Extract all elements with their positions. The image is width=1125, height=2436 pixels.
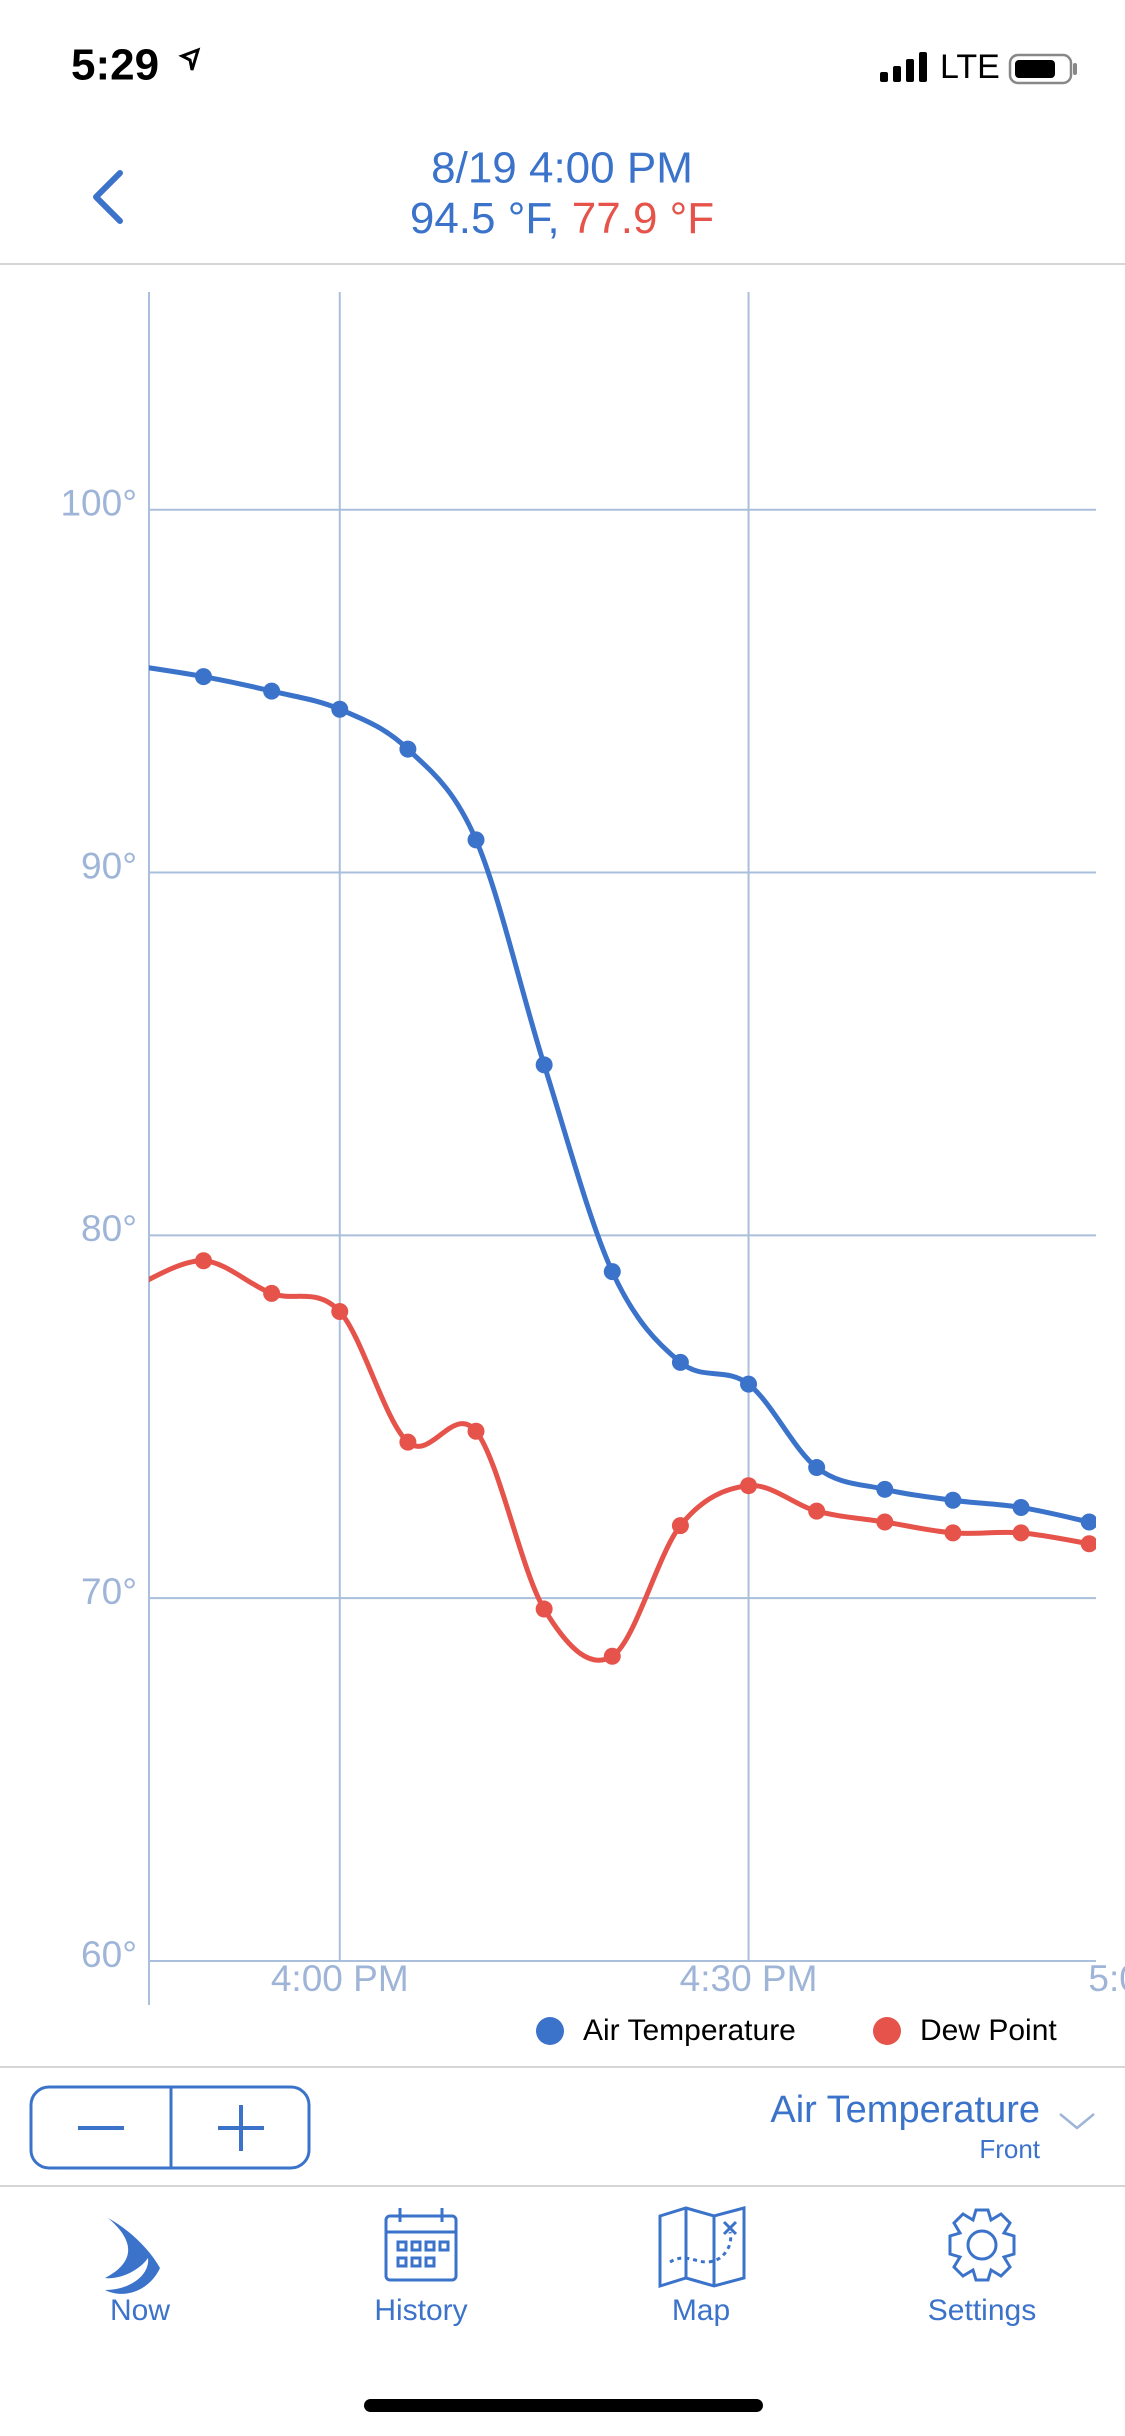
map-icon[interactable] [658,2206,746,2289]
tab-label[interactable]: History [374,2294,467,2327]
location-icon [178,47,201,71]
series-line [149,1258,1090,1663]
data-point [944,1491,962,1509]
data-point [399,1433,417,1451]
x-tick-label: 5:00 PM [1088,1958,1125,1999]
grid: 60° 70° 80° 90° 100° 4:00 PM 4:30 PM 5:00 PM [60,292,1125,1999]
y-tick-label: 80° [81,1208,137,1249]
data-point [1012,1524,1030,1542]
settings-icon[interactable] [948,2208,1016,2282]
data-point [127,657,144,674]
data-point [944,1524,962,1542]
metric-selector[interactable]: Air Temperature [770,2089,1040,2131]
data-point [263,682,281,700]
data-point [740,1477,758,1495]
data-point [331,1303,349,1321]
dew-value: 77.9 °F [572,194,714,243]
tab-bar: Now History Map Settings [110,2294,1036,2327]
data-point [671,1517,689,1535]
data-point [535,1600,553,1618]
legend: Air Temperature Dew Point [536,2014,1057,2047]
y-tick-label: 60° [81,1934,137,1975]
battery [1008,53,1073,85]
history-icon[interactable] [384,2208,458,2282]
tab-label[interactable]: Settings [928,2294,1036,2327]
data-point [671,1353,689,1371]
data-point [399,740,417,758]
dropdown-chevron[interactable] [1059,2113,1095,2130]
data-point [808,1502,826,1520]
signal-icon [880,52,927,82]
data-point [331,700,349,718]
zoom-in-button[interactable] [218,2105,264,2151]
y-tick-label: 70° [81,1571,137,1612]
battery-cap [1073,63,1077,75]
battery-level [1015,60,1055,78]
data-point [195,1252,213,1270]
legend-label: Dew Point [920,2014,1057,2047]
data-point [535,1056,553,1074]
data-point [1012,1498,1030,1516]
network: LTE [940,48,1000,86]
tab-label[interactable]: Map [672,2294,730,2327]
data-point [603,1263,621,1281]
data-point [263,1284,281,1302]
legend-label: Air Temperature [583,2014,796,2047]
separator: , [547,194,571,243]
data-point [876,1480,894,1498]
y-tick-label: 100° [60,482,137,523]
legend-swatch [536,2017,564,2045]
data-point [740,1375,758,1393]
home-indicator [364,2399,763,2412]
data-point [195,668,213,686]
data-point [127,1278,144,1295]
data-point [808,1459,826,1477]
data-point [603,1647,621,1665]
data-point [467,1422,485,1440]
data-point [876,1513,894,1531]
data-point [1080,1535,1096,1553]
x-tick-label: 4:30 PM [680,1958,818,1999]
header-time: 8/19 4:00 PM [431,144,693,193]
back-button[interactable] [93,170,123,224]
legend-swatch [873,2017,901,2045]
air-value: 94.5 °F [410,194,551,243]
header-values: 94.5 °F, 77.9 °F [410,194,714,243]
tab-label[interactable]: Now [110,2294,170,2327]
series-line [149,665,1090,1525]
plot [127,657,1096,1665]
data-point [1080,1513,1096,1531]
location-label: Front [979,2134,1040,2164]
status-time: 5:29 [71,41,159,90]
y-tick-label: 90° [81,845,137,886]
x-tick-label: 4:00 PM [271,1958,409,1999]
data-point [467,831,485,849]
now-icon[interactable] [105,2218,160,2294]
